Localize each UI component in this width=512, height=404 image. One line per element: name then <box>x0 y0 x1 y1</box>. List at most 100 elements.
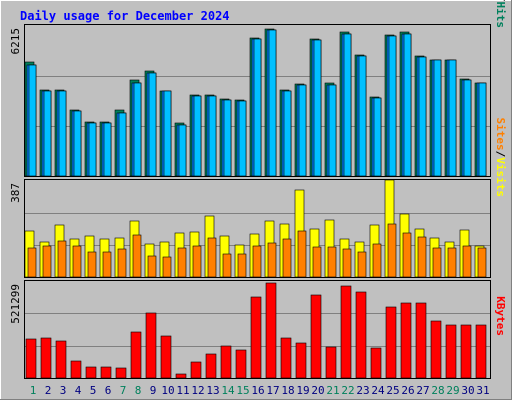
kbytes-bar <box>295 342 307 379</box>
kbytes-bar <box>55 340 67 379</box>
pages-bar <box>118 112 127 177</box>
pages-bar <box>373 97 382 177</box>
kbytes-bar <box>415 302 427 379</box>
day-label: 28 <box>431 384 444 397</box>
panel-1-y-max-label: 6215 <box>9 28 22 55</box>
sites-bar <box>477 247 487 278</box>
sites-bar <box>312 246 322 278</box>
pages-bar <box>313 39 322 177</box>
sites-bar <box>222 253 232 278</box>
day-label: 22 <box>341 384 354 397</box>
sites-bar <box>387 223 397 278</box>
pages-bar <box>328 84 337 177</box>
pages-bar <box>283 90 292 177</box>
kbytes-bar <box>400 302 412 379</box>
kbytes-panel: 521299 KBytes <box>9 280 507 379</box>
legend-label-sites: Sites <box>494 118 507 151</box>
sites-bar <box>72 245 82 278</box>
sites-bar <box>177 247 187 278</box>
day-label: 16 <box>251 384 264 397</box>
kbytes-bar <box>325 346 337 379</box>
day-label: 19 <box>296 384 309 397</box>
pages-bar <box>73 110 82 177</box>
sites-bar <box>192 245 202 278</box>
day-label: 24 <box>371 384 385 397</box>
day-label: 29 <box>446 384 459 397</box>
pages-bar <box>478 82 487 177</box>
pages-bar <box>418 56 427 177</box>
day-label: 7 <box>120 384 127 397</box>
day-label: 26 <box>401 384 414 397</box>
pages-bar <box>178 124 187 177</box>
pages-bar <box>133 82 142 177</box>
sites-bar <box>447 247 457 278</box>
sites-bar <box>132 234 142 278</box>
panel-1-legend: Pages/Files/Hits <box>494 0 507 28</box>
sites-bar <box>357 251 367 278</box>
day-label: 18 <box>281 384 294 397</box>
legend-separator: / <box>494 0 507 2</box>
sites-bar <box>27 247 37 278</box>
day-label: 17 <box>266 384 279 397</box>
sites-bar <box>117 248 127 278</box>
legend-label-visits: Visits <box>494 157 507 197</box>
kbytes-bar <box>115 367 127 379</box>
pages-bar <box>58 90 67 177</box>
day-label: 14 <box>221 384 235 397</box>
sites-bar <box>342 248 352 278</box>
legend-hits-files-pages: Pages/Files/Hits <box>494 0 507 28</box>
kbytes-bar <box>100 366 112 379</box>
kbytes-bar <box>220 345 232 379</box>
pages-bar <box>43 90 52 177</box>
kbytes-bar <box>70 360 82 379</box>
kbytes-bar <box>280 337 292 379</box>
pages-bar <box>193 95 202 177</box>
pages-bar <box>28 64 37 177</box>
panel-3-legend: KBytes <box>494 296 507 336</box>
kbytes-bar <box>130 331 142 379</box>
kbytes-bar <box>355 291 367 379</box>
day-label: 8 <box>135 384 142 397</box>
sites-bar <box>432 247 442 278</box>
pages-bar <box>343 33 352 177</box>
pages-bar <box>433 59 442 177</box>
hits-files-pages-bars <box>24 28 487 177</box>
day-label: 21 <box>326 384 339 397</box>
pages-bar <box>463 79 472 177</box>
kbytes-bar <box>430 320 442 379</box>
kbytes-bar <box>445 324 457 379</box>
sites-bar <box>42 245 52 278</box>
sites-bar <box>87 251 97 278</box>
chart-title: Daily usage for December 2024 <box>20 9 230 23</box>
day-label: 2 <box>45 384 52 397</box>
pages-bar <box>298 84 307 177</box>
pages-bar <box>223 99 232 177</box>
day-label: 27 <box>416 384 429 397</box>
pages-bar <box>448 59 457 177</box>
pages-bar <box>103 122 112 177</box>
sites-bar <box>417 236 427 278</box>
day-label: 10 <box>161 384 174 397</box>
sites-bar <box>162 256 172 278</box>
kbytes-bar <box>190 361 202 379</box>
sites-bar <box>297 230 307 278</box>
kbytes-bar <box>175 373 187 379</box>
day-label: 1 <box>30 384 37 397</box>
day-label: 31 <box>476 384 489 397</box>
visits-sites-bars <box>24 179 487 278</box>
kbytes-bar <box>340 285 352 379</box>
kbytes-bar <box>460 324 472 379</box>
day-label: 30 <box>461 384 474 397</box>
day-label: 23 <box>356 384 369 397</box>
pages-bar <box>358 55 367 177</box>
legend-label-kbytes: KBytes <box>494 296 507 336</box>
day-label: 13 <box>206 384 219 397</box>
pages-bar <box>268 29 277 177</box>
kbytes-bars <box>25 282 487 379</box>
day-label: 11 <box>176 384 189 397</box>
legend-separator: / <box>494 151 507 158</box>
visits-sites-panel: 387 Sites/Visits <box>9 118 507 278</box>
pages-bar <box>163 90 172 177</box>
kbytes-bar <box>40 337 52 379</box>
